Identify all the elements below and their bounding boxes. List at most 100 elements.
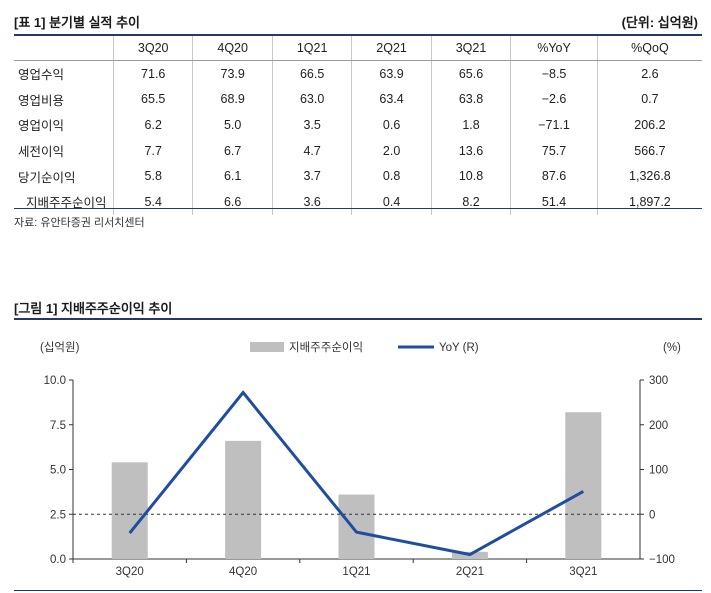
table-cell: 66.5	[271, 60, 352, 87]
table-cell: 65.6	[430, 60, 511, 87]
table-title-bar: [표 1] 분기별 실적 추이 (단위: 십억원)	[14, 12, 702, 34]
x-tick-label: 3Q20	[116, 566, 144, 578]
row-label: 당기순이익	[18, 170, 76, 185]
table-cell: 1,897.2	[596, 188, 702, 215]
table-cell: 2.6	[596, 60, 702, 87]
table-cell: 5.8	[112, 163, 193, 189]
table-cell: 3.6	[271, 188, 352, 215]
table-cell: 7.7	[112, 137, 193, 164]
row-label: 영업비용	[18, 93, 65, 108]
row-label: 영업이익	[18, 119, 65, 134]
table-cell: −71.1	[510, 112, 598, 138]
header-cell: 2Q21	[351, 36, 432, 61]
figure-title-bar: [그림 1] 지배주주순이익 추이	[14, 298, 702, 320]
table-cell: 63.9	[351, 60, 432, 87]
table-cell: 1,326.8	[596, 163, 702, 189]
table-cell: 0.4	[351, 188, 432, 215]
x-tick-label: 1Q21	[342, 566, 370, 578]
table-cell: 4.7	[271, 137, 352, 164]
left-tick-label: 2.5	[50, 509, 66, 521]
legend-bar-swatch	[250, 342, 284, 352]
legend-line-label: YoY (R)	[439, 342, 479, 354]
table-cell: 75.7	[510, 137, 598, 164]
table-row: 영업이익 6.2 5.0 3.5 0.6 1.8 −71.1 206.2	[14, 112, 702, 138]
header-cell	[14, 36, 114, 61]
right-tick-label: −100	[649, 554, 675, 566]
table-cell: 6.7	[192, 137, 273, 164]
table-row: 영업비용 65.5 68.9 63.0 63.4 63.8 −2.6 0.7	[14, 86, 702, 113]
right-tick-label: 0	[649, 509, 655, 521]
table-cell: 8.2	[430, 188, 511, 215]
right-tick-label: 300	[649, 375, 668, 387]
table-top-rule	[14, 34, 702, 36]
figure-title: [그림 1] 지배주주순이익 추이	[14, 301, 173, 316]
performance-table: 3Q20 4Q20 1Q21 2Q21 3Q21 %YoY %QoQ 영업수익 …	[14, 36, 702, 215]
table-cell: 6.1	[192, 163, 273, 189]
table-cell: −2.6	[510, 86, 598, 113]
table-cell: 87.6	[510, 163, 598, 189]
table-cell: 63.4	[351, 86, 432, 113]
table-source: 자료: 유안타증권 리서치센터	[14, 217, 145, 229]
legend-bar-label: 지배주주순이익	[289, 341, 363, 354]
table-row: 영업수익 71.6 73.9 66.5 63.9 65.6 −8.5 2.6	[14, 60, 702, 87]
left-tick-label: 5.0	[50, 465, 66, 477]
right-axis-label: (%)	[663, 342, 681, 354]
table-cell: 68.9	[192, 86, 273, 113]
header-cell: 3Q21	[430, 36, 511, 61]
table-cell: 206.2	[596, 112, 702, 138]
table-row: 세전이익 7.7 6.7 4.7 2.0 13.6 75.7 566.7	[14, 137, 702, 164]
profit-chart: 0.0 2.5 5.0 7.5 10.0 −100 0 100 200 300 (십억원) (%) 3Q…	[40, 340, 681, 578]
figure-bottom-rule	[14, 590, 702, 591]
table-cell: 71.6	[112, 60, 193, 87]
table-cell: 1.8	[430, 112, 511, 138]
table-cell: 2.0	[351, 137, 432, 164]
table-cell: 3.5	[271, 112, 352, 138]
bar	[565, 412, 602, 559]
left-tick-label: 10.0	[44, 375, 66, 387]
table-cell: 6.2	[112, 112, 193, 138]
table-cell: 10.8	[430, 163, 511, 189]
header-cell: %QoQ	[596, 36, 702, 61]
bar	[225, 440, 262, 559]
table-cell: 0.8	[351, 163, 432, 189]
table-cell: 566.7	[596, 137, 702, 164]
table-unit: (단위: 십억원)	[621, 15, 698, 30]
bar	[338, 494, 375, 559]
row-label: 영업수익	[18, 68, 65, 83]
table-bottom-rule	[14, 208, 702, 209]
table-cell: 3.7	[271, 163, 352, 189]
table-cell: 73.9	[192, 60, 273, 87]
x-tick-label: 3Q21	[569, 566, 597, 578]
header-cell: %YoY	[510, 36, 598, 61]
table-cell: 63.0	[271, 86, 352, 113]
table-cell: −8.5	[510, 60, 598, 87]
table-cell: 0.6	[351, 112, 432, 138]
left-axis-label: (십억원)	[40, 340, 80, 354]
table-header-row: 3Q20 4Q20 1Q21 2Q21 3Q21 %YoY %QoQ	[14, 36, 702, 61]
row-label: 지배주주순이익	[26, 196, 107, 211]
bar	[111, 462, 148, 559]
table-row: 지배주주순이익 5.4 6.6 3.6 0.4 8.2 51.4 1,897.2	[14, 188, 702, 215]
table-cell: 65.5	[112, 86, 193, 113]
x-tick-label: 4Q20	[229, 566, 257, 578]
left-tick-label: 7.5	[50, 420, 66, 432]
right-tick-label: 200	[649, 420, 668, 432]
table-cell: 51.4	[510, 188, 598, 215]
yoy-line	[128, 390, 585, 557]
table-cell: 5.4	[112, 188, 193, 215]
row-label: 세전이익	[18, 145, 65, 160]
header-cell: 4Q20	[192, 36, 273, 61]
right-tick-label: 100	[649, 465, 668, 477]
table-cell: 5.0	[192, 112, 273, 138]
table-cell: 13.6	[430, 137, 511, 164]
header-cell: 1Q21	[271, 36, 352, 61]
x-tick-label: 2Q21	[456, 566, 484, 578]
table-row: 당기순이익 5.8 6.1 3.7 0.8 10.8 87.6 1,326.8	[14, 163, 702, 189]
table-title: [표 1] 분기별 실적 추이	[14, 15, 141, 30]
left-tick-label: 0.0	[50, 554, 66, 566]
header-cell: 3Q20	[112, 36, 193, 61]
table-cell: 63.8	[430, 86, 511, 113]
table-cell: 6.6	[192, 188, 273, 215]
table-cell: 0.7	[596, 86, 702, 113]
figure-top-rule	[14, 318, 702, 320]
